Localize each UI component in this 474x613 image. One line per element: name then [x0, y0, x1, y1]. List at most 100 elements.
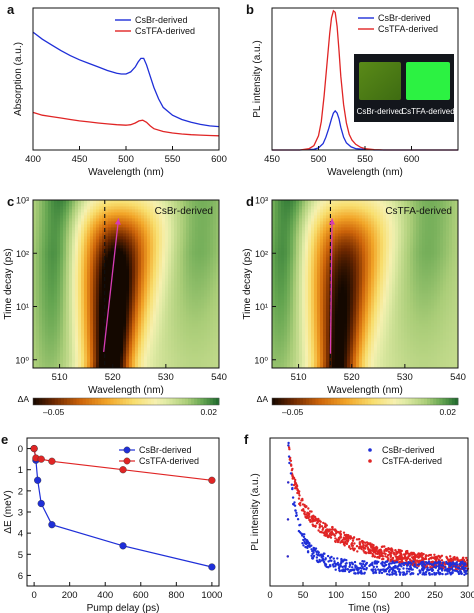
heatmap-cell — [207, 284, 211, 288]
heatmap-cell — [281, 221, 285, 225]
heatmap-cell — [156, 311, 160, 315]
heatmap-cell — [81, 338, 85, 342]
heatmap-cell — [147, 203, 151, 207]
heatmap-cell — [201, 299, 205, 303]
heatmap-cell — [69, 269, 73, 273]
heatmap-cell — [66, 362, 70, 366]
heatmap-cell — [39, 290, 43, 294]
heatmap-cell — [272, 200, 276, 204]
panel-label: a — [7, 2, 15, 17]
heatmap-cell — [84, 239, 88, 243]
heatmap-cell — [341, 254, 345, 258]
heatmap-cell — [78, 344, 82, 348]
heatmap-cell — [174, 206, 178, 210]
heatmap-cell — [174, 302, 178, 306]
heatmap-cell — [156, 236, 160, 240]
heatmap-cell — [311, 272, 315, 276]
heatmap-cell — [284, 272, 288, 276]
heatmap-cell — [174, 230, 178, 234]
heatmap-cell — [81, 245, 85, 249]
heatmap-cell — [299, 209, 303, 213]
heatmap-cell — [311, 296, 315, 300]
heatmap-cell — [102, 215, 106, 219]
heatmap-cell — [108, 272, 112, 276]
heatmap-cell — [272, 326, 276, 330]
heatmap-cell — [123, 233, 127, 237]
heatmap-cell — [320, 245, 324, 249]
heatmap-cell — [36, 242, 40, 246]
heatmap-cell — [150, 362, 154, 366]
heatmap-cell — [87, 269, 91, 273]
heatmap-cell — [147, 224, 151, 228]
heatmap-cell — [63, 221, 67, 225]
heatmap-cell — [290, 206, 294, 210]
heatmap-cell — [281, 359, 285, 363]
heatmap-cell — [87, 344, 91, 348]
heatmap-cell — [341, 314, 345, 318]
heatmap-cell — [132, 320, 136, 324]
heatmap-cell — [81, 266, 85, 270]
heatmap-cell — [174, 311, 178, 315]
heatmap-cell — [290, 359, 294, 363]
heatmap-cell — [192, 206, 196, 210]
heatmap-cell — [162, 248, 166, 252]
heatmap-cell — [281, 323, 285, 327]
heatmap-cell — [180, 230, 184, 234]
heatmap-cell — [296, 263, 300, 267]
heatmap-cell — [177, 239, 181, 243]
heatmap-cell — [156, 242, 160, 246]
x-tick-label: 500 — [311, 154, 327, 165]
heatmap-cell — [275, 254, 279, 258]
heatmap-cell — [332, 209, 336, 213]
heatmap-cell — [204, 356, 208, 360]
heatmap-cell — [338, 233, 342, 237]
heatmap-cell — [81, 326, 85, 330]
heatmap-cell — [201, 335, 205, 339]
heatmap-cell — [216, 299, 220, 303]
heatmap-cell — [99, 365, 103, 369]
heatmap-cell — [186, 230, 190, 234]
heatmap-cell — [192, 317, 196, 321]
heatmap-cell — [287, 275, 291, 279]
heatmap-cell — [213, 278, 217, 282]
heatmap-cell — [347, 248, 351, 252]
heatmap-cell — [156, 230, 160, 234]
heatmap-cell — [132, 347, 136, 351]
heatmap-cell — [78, 278, 82, 282]
heatmap-cell — [72, 350, 76, 354]
heatmap-cell — [302, 263, 306, 267]
heatmap-cell — [180, 311, 184, 315]
heatmap-cell — [126, 332, 130, 336]
heatmap-cell — [135, 308, 139, 312]
heatmap-cell — [332, 275, 336, 279]
heatmap-cell — [108, 344, 112, 348]
heatmap-cell — [323, 233, 327, 237]
heatmap-cell — [135, 209, 139, 213]
heatmap-cell — [159, 242, 163, 246]
heatmap-cell — [126, 326, 130, 330]
heatmap-cell — [287, 314, 291, 318]
heatmap-cell — [72, 254, 76, 258]
heatmap-cell — [147, 200, 151, 204]
heatmap-cell — [278, 275, 282, 279]
heatmap-cell — [335, 230, 339, 234]
heatmap-cell — [141, 281, 145, 285]
heatmap-cell — [287, 353, 291, 357]
heatmap-cell — [78, 329, 82, 333]
heatmap-cell — [186, 296, 190, 300]
heatmap-cell — [117, 236, 121, 240]
heatmap-cell — [102, 236, 106, 240]
heatmap-cell — [299, 335, 303, 339]
heatmap-cell — [156, 338, 160, 342]
heatmap-cell — [293, 251, 297, 255]
heatmap-cell — [347, 317, 351, 321]
heatmap-cell — [320, 284, 324, 288]
heatmap-cell — [210, 302, 214, 306]
heatmap-cell — [93, 278, 97, 282]
heatmap-cell — [195, 209, 199, 213]
heatmap-cell — [210, 338, 214, 342]
heatmap-cell — [275, 305, 279, 309]
heatmap-cell — [153, 320, 157, 324]
heatmap-cell — [216, 284, 220, 288]
heatmap-cell — [272, 302, 276, 306]
